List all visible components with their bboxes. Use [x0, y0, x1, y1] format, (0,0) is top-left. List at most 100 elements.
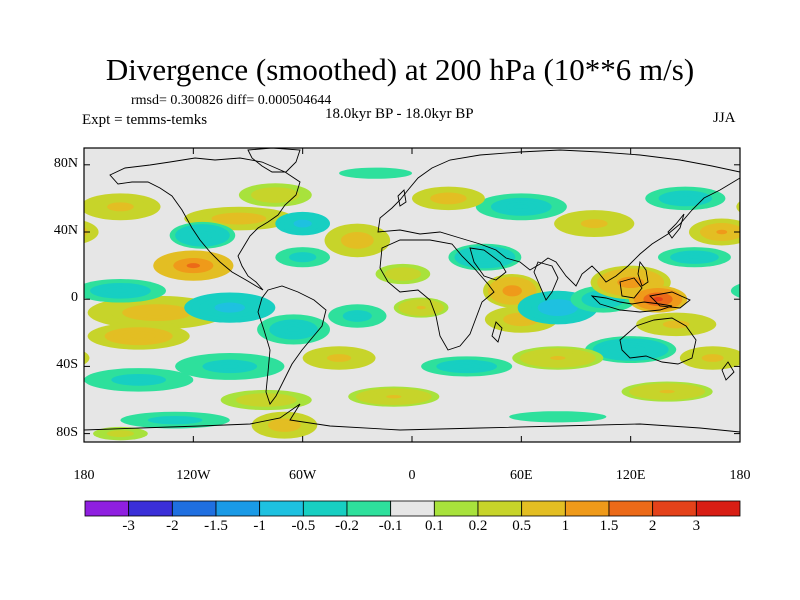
colorbar-box-8: [433, 500, 479, 517]
field-contour-2-5: [130, 333, 148, 339]
field-contour-21-5: [416, 305, 426, 310]
colorbar-label-12: 2: [648, 518, 657, 534]
field-contour-9-5: [298, 221, 308, 226]
field-contour-37-5: [716, 229, 728, 235]
map-title: Divergence (smoothed) at 200 hPa (10**6 …: [105, 52, 695, 87]
colorbar-label-13: 3: [692, 518, 701, 534]
field-contour-42-5: [386, 394, 402, 399]
field-contour-5-5: [229, 216, 248, 221]
lat-label-3: 40S: [56, 357, 78, 373]
colorbar-box-5: [302, 500, 348, 517]
axis-ticks: [83, 148, 741, 442]
field-contour-1-5: [145, 309, 169, 316]
divergence-field: [84, 164, 800, 441]
field-contour-25-5: [551, 304, 565, 311]
coastlines: [84, 148, 740, 433]
field-contour-13-5: [352, 314, 363, 318]
coastline-north-america: [109, 157, 301, 291]
field-contour-wrap-4-2: [746, 283, 800, 299]
field-contour-14-5: [333, 356, 346, 360]
field-contour-3-5: [222, 305, 238, 311]
coastline-new-zealand: [721, 361, 735, 381]
colorbar-label-10: 1: [561, 518, 570, 534]
coastline-greenland: [247, 148, 301, 173]
colorbar: [84, 500, 741, 517]
colorbar-label-9: 0.5: [512, 518, 532, 534]
field-contour-20-5: [115, 432, 125, 435]
field-contour-18-5: [166, 418, 185, 422]
colorbar-box-6: [346, 500, 392, 517]
coastline-borneo: [619, 277, 643, 299]
lat-label-4: 80S: [56, 424, 78, 440]
colorbar-label-7: 0.1: [424, 518, 444, 534]
field-contour-wrap-7-4: [763, 202, 790, 211]
colorbar-label-3: -1: [253, 518, 266, 534]
colorbar-label-6: -0.1: [378, 518, 403, 534]
field-contour-43-5: [398, 272, 408, 276]
field-contour-41-5: [545, 415, 570, 419]
lon-label-5: 120E: [615, 468, 646, 483]
coastline-new-guinea: [649, 291, 691, 309]
field-contour-wrap-4-4: [761, 287, 791, 295]
coastline-antarctica: [84, 403, 740, 433]
field-contour-32-5: [459, 364, 475, 369]
colorbar-label-11: 1.5: [599, 518, 619, 534]
colorbar-label-1: -2: [166, 518, 179, 534]
colorbar-box-0: [84, 500, 130, 517]
field-contour-7-5: [113, 204, 128, 210]
lat-label-2: 0: [71, 290, 78, 306]
colorbar-box-2: [171, 500, 217, 517]
colorbar-box-11: [564, 500, 610, 517]
colorbar-label-8: 0.2: [468, 518, 488, 534]
field-contour-wrap-7-3: [756, 200, 796, 213]
field-contour-wrap-4-5: [769, 289, 784, 293]
field-contour-wrap-7-5: [770, 205, 783, 209]
experiment-label: Expt = temms-temks: [82, 112, 208, 128]
field-contour-31-5: [550, 356, 566, 360]
colorbar-box-14: [695, 500, 741, 517]
lon-label-0: 180: [73, 468, 95, 483]
coastline-british-isles: [397, 189, 407, 207]
field-contour-0-5: [186, 263, 201, 269]
coastline-africa: [379, 239, 495, 351]
coastline-arabia: [469, 247, 507, 281]
field-contour-34-5: [513, 204, 529, 210]
coastline-japan: [667, 213, 685, 239]
colorbar-box-13: [652, 500, 697, 517]
field-contour-30-5: [623, 347, 639, 352]
coastline-south-america: [257, 285, 327, 405]
period-label: 18.0kyr BP - 18.0kyr BP: [325, 106, 474, 122]
colorbar-box-9: [477, 500, 523, 517]
coastline-eurasia: [377, 149, 740, 287]
colorbar-label-0: -3: [122, 518, 135, 534]
season-label: JJA: [713, 110, 736, 126]
field-contour-35-5: [442, 196, 455, 201]
field-contour-24-5: [478, 254, 491, 260]
field-contour-39-5: [707, 356, 719, 360]
field-contour-16-5: [129, 377, 148, 382]
coastline-madagascar: [491, 321, 503, 343]
field-contour-wrap-39-0: [84, 351, 90, 365]
coastline-indonesia: [590, 295, 673, 313]
coastline-australia: [619, 317, 697, 365]
field-contour-12-5: [287, 326, 300, 332]
field-contour-wrap-7-0: [736, 201, 740, 213]
lon-label-2: 60W: [289, 468, 317, 483]
field-contour-wrap-4-1: [738, 288, 740, 294]
colorbar-box-10: [521, 500, 566, 517]
lon-label-3: 0: [408, 468, 416, 483]
field-contour-11-5: [351, 237, 363, 244]
coastline-philippines: [637, 260, 649, 287]
field-contour-10-5: [298, 255, 308, 259]
field-contour-33-5: [587, 221, 601, 226]
field-contour-17-5: [258, 398, 274, 402]
lon-label-1: 120W: [176, 468, 211, 483]
colorbar-box-1: [128, 500, 173, 517]
field-contour-8-5: [269, 193, 282, 197]
colorbar-box-3: [215, 500, 261, 517]
field-contour-40-5: [659, 389, 675, 394]
field-contour-28-5: [653, 296, 663, 302]
field-contour-15-5: [220, 364, 239, 369]
stats-line: rmsd= 0.300826 diff= 0.000504644: [131, 93, 332, 108]
